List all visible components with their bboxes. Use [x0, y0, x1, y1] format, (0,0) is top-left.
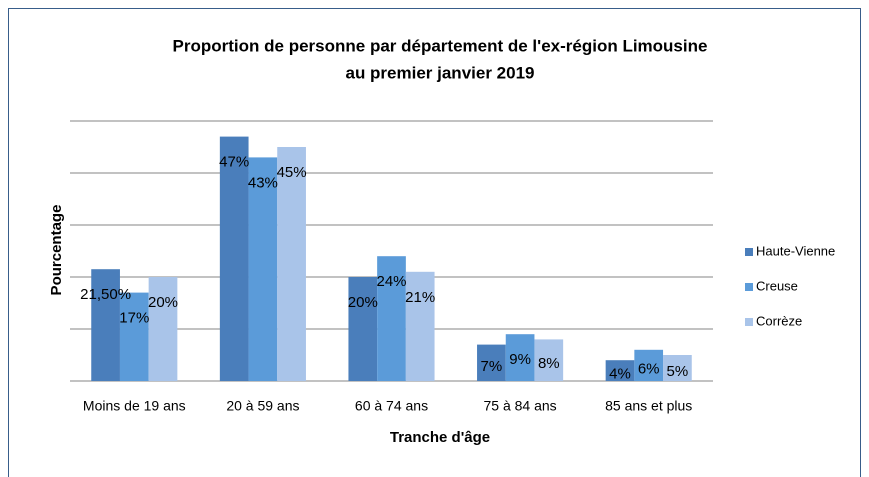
- bar: [148, 277, 178, 381]
- legend-swatch: [745, 248, 753, 256]
- legend-label: Corrèze: [756, 313, 802, 328]
- legend-label: Haute-Vienne: [756, 243, 835, 258]
- bar: [91, 269, 120, 381]
- x-tick-label: 85 ans et plus: [605, 398, 692, 414]
- data-label: 5%: [667, 363, 689, 380]
- data-label: 47%: [219, 154, 249, 171]
- bar: [634, 349, 664, 381]
- data-label: 6%: [638, 360, 660, 377]
- legend-swatch: [745, 283, 753, 291]
- data-label: 9%: [509, 351, 531, 368]
- bar: [534, 339, 564, 381]
- data-label: 4%: [609, 366, 631, 383]
- data-label: 21%: [405, 289, 435, 306]
- bar: [119, 292, 149, 381]
- y-axis-label: Pourcentage: [48, 205, 65, 296]
- chart-title: Proportion de personne par département d…: [173, 36, 708, 55]
- x-tick-label: Moins de 19 ans: [83, 398, 186, 414]
- legend-swatch: [745, 318, 753, 326]
- bar: [663, 355, 692, 381]
- data-label: 20%: [148, 294, 178, 311]
- bar: [277, 147, 306, 381]
- data-label: 17%: [119, 310, 149, 327]
- data-label: 21,50%: [80, 286, 131, 303]
- x-tick-label: 75 à 84 ans: [484, 398, 557, 414]
- bar: [348, 277, 378, 381]
- x-axis-label: Tranche d'âge: [390, 429, 490, 446]
- bar: [477, 344, 506, 381]
- chart-title: au premier janvier 2019: [345, 63, 534, 82]
- bar: [219, 136, 249, 381]
- legend-label: Creuse: [756, 278, 798, 293]
- data-label: 24%: [376, 273, 406, 290]
- data-label: 7%: [481, 358, 503, 375]
- bar: [405, 271, 435, 381]
- data-label: 8%: [538, 355, 560, 372]
- data-label: 45%: [277, 164, 307, 181]
- bar: [377, 256, 406, 381]
- bar: [505, 334, 535, 381]
- chart-frame: [8, 8, 861, 477]
- data-label: 43%: [248, 174, 278, 191]
- x-tick-label: 20 à 59 ans: [226, 398, 299, 414]
- data-label: 20%: [348, 294, 378, 311]
- bar: [605, 360, 635, 381]
- bar: [248, 157, 278, 381]
- x-tick-label: 60 à 74 ans: [355, 398, 428, 414]
